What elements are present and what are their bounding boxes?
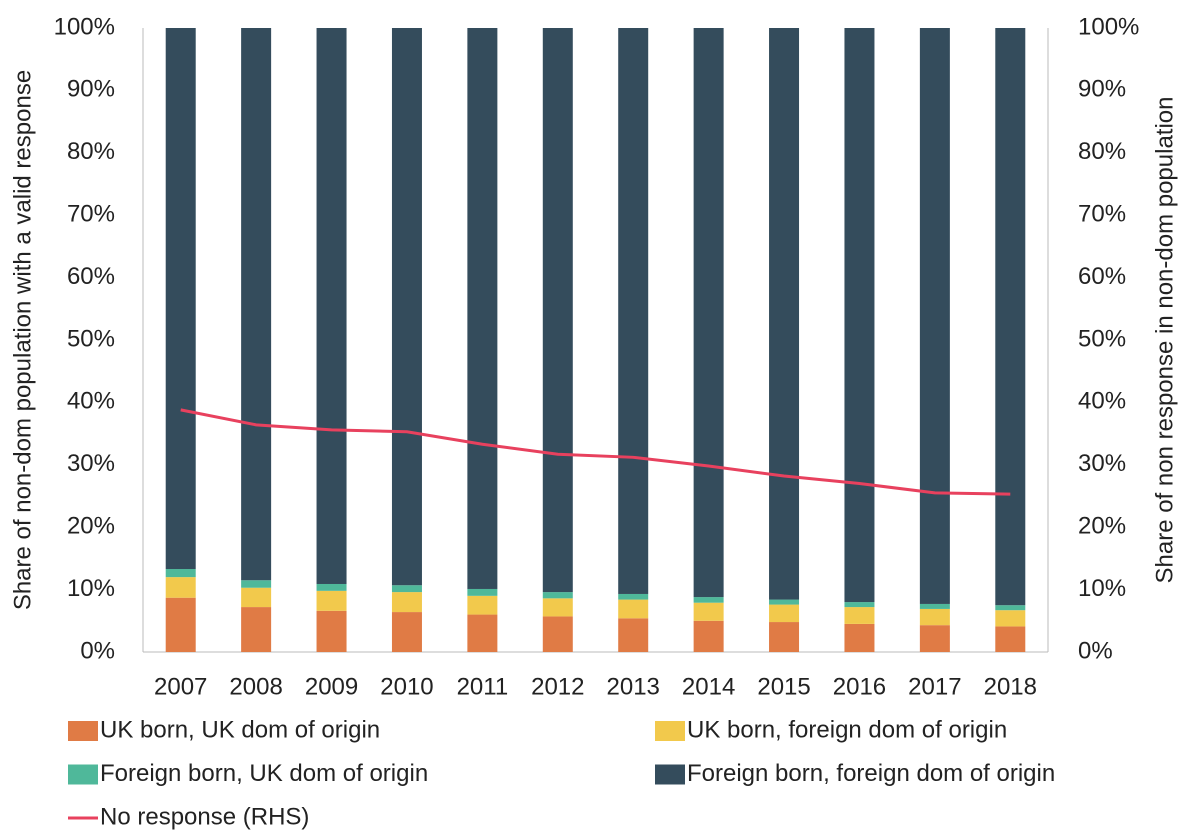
bar-segment [919,625,950,652]
y-tick-label: 90% [67,76,115,103]
bar-segment [618,599,649,619]
y2-tick-label: 10% [1078,575,1126,602]
y2-tick-label: 90% [1078,76,1126,103]
legend-swatch [68,721,98,741]
bar-segment [995,28,1026,606]
bar-segment [391,612,422,652]
x-tick-label: 2012 [531,673,584,700]
y2-tick-label: 100% [1078,13,1139,40]
legend-label: UK born, UK dom of origin [100,716,380,743]
legend-swatch [655,764,685,785]
y2-tick-label: 80% [1078,138,1126,165]
bar-segment [165,597,196,652]
bar-segment [467,28,498,589]
bar-segment [316,590,347,611]
bar-segment [542,592,573,599]
bar-segment [542,598,573,617]
y2-tick-label: 40% [1078,388,1126,415]
bar-segment [919,28,950,604]
bar-segment [165,569,196,578]
bar-segment [995,610,1026,627]
legend-swatch [68,764,98,785]
x-tick-label: 2015 [757,673,810,700]
bar-segment [995,605,1026,611]
x-tick-label: 2008 [229,673,282,700]
bar-segment [542,28,573,593]
bar-segment [618,593,649,600]
bar-segment [316,583,347,591]
bar-segment [542,616,573,652]
y2-tick-label: 70% [1078,201,1126,228]
bar-segment [391,28,422,586]
y-tick-label: 80% [67,138,115,165]
bar-segment [844,28,875,603]
legend-label: Foreign born, foreign dom of origin [687,760,1055,787]
bar-segment [769,622,800,652]
y2-tick-label: 60% [1078,263,1126,290]
bar-segment [693,28,724,598]
legend-label: No response (RHS) [100,803,309,830]
x-tick-label: 2011 [457,673,509,700]
x-tick-label: 2014 [682,673,735,700]
legend-label: Foreign born, UK dom of origin [100,760,428,787]
bar-segment [391,592,422,613]
bar-segment [844,602,875,608]
y-tick-label: 20% [67,513,115,540]
bar-segment [391,585,422,593]
bar-segment [467,614,498,652]
bar-segment [316,28,347,584]
bar-segment [769,28,800,600]
y-tick-label: 40% [67,388,115,415]
bar-segment [241,28,272,581]
bar-segment [165,28,196,570]
y-tick-label: 100% [54,13,115,40]
bar-segment [693,620,724,652]
bar-segment [693,597,724,603]
x-tick-label: 2007 [154,673,207,700]
y2-axis-title: Share of non response in non-dom populat… [1151,96,1178,583]
x-tick-label: 2010 [380,673,433,700]
bar-segment [241,580,272,588]
bar-segment [769,604,800,623]
bar-segment [467,588,498,596]
y-axis-title: Share of non-dom population with a valid… [9,70,36,610]
bar-segment [467,595,498,615]
bar-segment [618,28,649,594]
line [180,408,1011,496]
x-tick-label: 2017 [908,673,961,700]
bar-segment [618,618,649,652]
bar-segment [919,608,950,626]
bar-segment [919,603,950,609]
bar-segment [693,602,724,621]
bar-segment [844,607,875,624]
x-tick-label: 2018 [984,673,1037,700]
y2-tick-label: 30% [1078,450,1126,477]
y2-tick-label: 50% [1078,325,1126,352]
y-tick-label: 10% [67,575,115,602]
y-tick-label: 70% [67,201,115,228]
bar-segment [241,587,272,608]
x-tick-label: 2009 [305,673,358,700]
bar-segment [769,599,800,605]
bar-segment [995,626,1026,652]
bar-segment [844,623,875,652]
y-tick-label: 50% [67,325,115,352]
y-tick-label: 30% [67,450,115,477]
x-tick-label: 2016 [833,673,886,700]
legend-swatch [655,721,685,741]
y2-tick-label: 0% [1078,637,1113,664]
y-tick-label: 0% [80,637,115,664]
y2-tick-label: 20% [1078,513,1126,540]
y-tick-label: 60% [67,263,115,290]
x-tick-label: 2013 [607,673,660,700]
bar-segment [165,577,196,598]
legend-label: UK born, foreign dom of origin [687,716,1007,743]
bar-segment [241,607,272,652]
bar-segment [316,610,347,652]
